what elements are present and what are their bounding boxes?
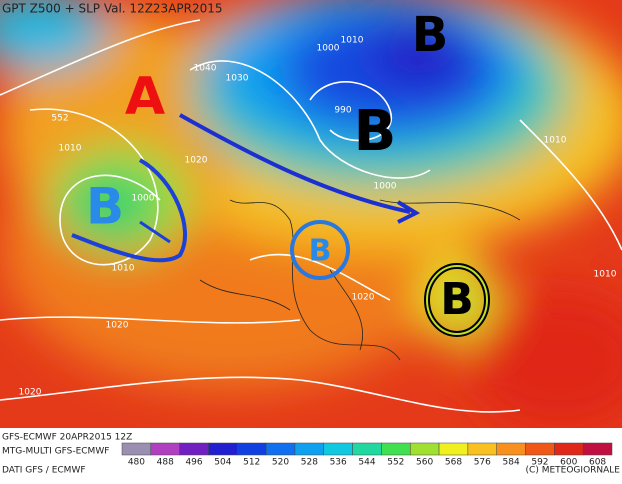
colorbar-tick-label: 552	[387, 458, 404, 468]
colorbar-swatch	[150, 442, 180, 456]
annotation-letter: B	[412, 7, 449, 63]
colorbar-swatch	[208, 442, 238, 456]
annotation-letter: B	[354, 99, 397, 164]
isobar-label: 1010	[112, 264, 135, 274]
colorbar-tick-label: 608	[589, 458, 606, 468]
colorbar-tick-label: 536	[330, 458, 347, 468]
colorbar-swatch	[381, 442, 411, 456]
annotation-letter: B	[86, 178, 124, 236]
colorbar-tick-label: 584	[503, 458, 520, 468]
field	[0, 0, 622, 428]
colorbar-swatch	[179, 442, 209, 456]
colorbar-tick-label: 576	[474, 458, 491, 468]
colorbar-tick-label: 488	[157, 458, 174, 468]
trajectory-arrow	[71, 158, 187, 263]
map-title: GPT Z500 + SLP Val. 12Z23APR2015	[2, 2, 223, 16]
colorbar-tick-label: 560	[416, 458, 433, 468]
colorbar-tick-label: 600	[560, 458, 577, 468]
colorbar-tick-label: 512	[243, 458, 260, 468]
isobar-label: 1020	[352, 293, 375, 303]
colorbar-tick-label: 480	[128, 458, 145, 468]
colorbar-tick-label: 544	[358, 458, 375, 468]
colorbar-swatch	[582, 442, 613, 456]
isobar-label: 1030	[226, 74, 249, 84]
colorbar: 480 488 496 504 512 520 528 536 544 552 560 568 576 5…	[121, 442, 613, 468]
isobar-label: 1040	[194, 64, 217, 74]
colorbar-swatch	[554, 442, 584, 456]
source-label: DATI GFS / ECMWF	[2, 466, 86, 476]
colorbar-swatch	[237, 442, 267, 456]
colorbar-tick-label: 520	[272, 458, 289, 468]
trajectory-arrow	[179, 113, 411, 214]
colorbar-tick-label: 592	[531, 458, 548, 468]
isobar-label: 1010	[544, 136, 567, 146]
colorbar-swatch	[409, 442, 440, 456]
isobar-label: 1010	[59, 144, 82, 154]
arrow-line	[139, 220, 171, 244]
height-field	[0, 0, 622, 428]
arrow-head	[396, 200, 421, 224]
colorbar-swatch	[525, 442, 555, 456]
isobars	[0, 19, 622, 413]
colorbar-swatch	[352, 442, 382, 456]
colorbar-tick-label: 504	[214, 458, 231, 468]
annotation-letter: B	[309, 234, 332, 269]
annotation-letter: A	[125, 67, 165, 127]
isobar-label: 1000	[317, 44, 340, 54]
colorbar-swatch	[265, 442, 296, 456]
isobar-label: 1010	[594, 270, 617, 280]
run-label: GFS-ECMWF 20APR2015 12Z	[2, 433, 132, 443]
isobar-label: 1020	[185, 156, 208, 166]
credit-label: (C) METEOGIORNALE	[526, 466, 621, 476]
isobar-label: 990	[334, 106, 351, 116]
isobar-label: 1000	[374, 182, 397, 192]
colorbar-tick-label: 528	[301, 458, 318, 468]
colorbar-swatch	[438, 442, 469, 456]
isobar-label: 1020	[19, 388, 42, 398]
circle-marker	[290, 220, 350, 280]
isobar-labels: 5521010104010301000101099010001020100010…	[19, 36, 617, 440]
isobar-label: 1010	[341, 36, 364, 46]
colorbar-swatch	[323, 442, 353, 456]
colorbar-tick-label: 568	[445, 458, 462, 468]
coastlines	[199, 199, 521, 361]
annotation-letter: B	[440, 274, 474, 325]
colorbar-swatch	[496, 442, 526, 456]
colorbar-swatch	[467, 442, 497, 456]
model-label: MTG-MULTI GFS-ECMWF	[2, 447, 109, 457]
colorbar-tick-label: 496	[185, 458, 202, 468]
colorbar-swatch	[294, 442, 325, 456]
colorbar-swatch	[121, 442, 152, 456]
isobar-label: 1020	[106, 321, 129, 331]
isobar-label: 1000	[132, 194, 155, 204]
isobar-label: 552	[51, 114, 68, 124]
circle-marker-inner	[426, 265, 488, 335]
